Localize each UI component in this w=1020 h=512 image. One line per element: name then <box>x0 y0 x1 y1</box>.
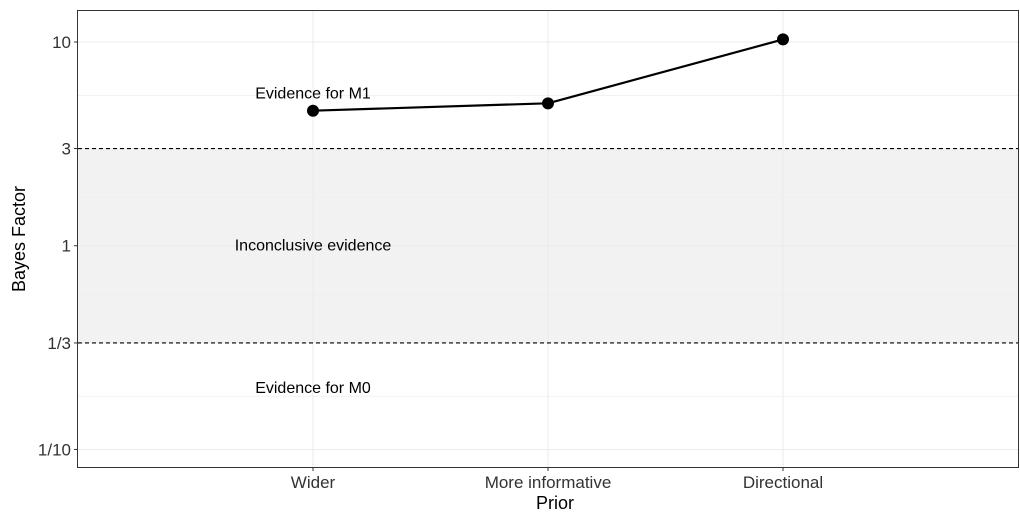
data-point-directional <box>777 33 789 46</box>
annotation-evidence-for-m0: Evidence for M0 <box>255 380 371 397</box>
y-axis: 1/10 1/3 1 3 10 <box>38 33 78 459</box>
x-axis: Wider More informative Directional <box>291 467 823 492</box>
y-tick-label-1-3: 1/3 <box>47 334 71 353</box>
reference-lines <box>78 147 1018 344</box>
data-point-wider <box>307 104 319 117</box>
annotation-inconclusive-evidence: Inconclusive evidence <box>235 238 392 255</box>
x-axis-title: Prior <box>536 493 574 512</box>
y-axis-title: Bayes Factor <box>9 186 29 292</box>
y-tick-label-10: 10 <box>52 33 71 52</box>
x-tick-label-more-informative: More informative <box>485 473 612 492</box>
data-point-more-informative <box>542 97 554 110</box>
annotations: Evidence for M1 Inconclusive evidence Evid… <box>235 85 392 397</box>
x-tick-label-wider: Wider <box>291 473 336 492</box>
y-tick-label-3: 3 <box>62 140 71 159</box>
annotation-evidence-for-m1: Evidence for M1 <box>255 85 371 102</box>
series-layer <box>307 33 789 117</box>
y-tick-label-1: 1 <box>62 237 71 256</box>
y-tick-label-1-10: 1/10 <box>38 440 71 459</box>
x-tick-label-directional: Directional <box>743 473 823 492</box>
